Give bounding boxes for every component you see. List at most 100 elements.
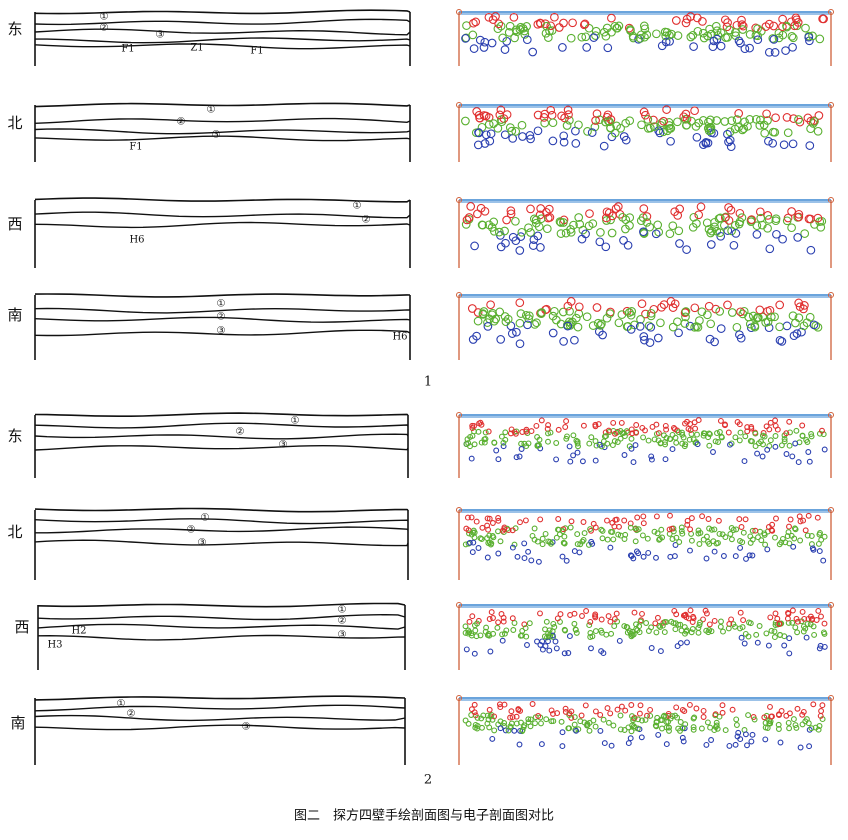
point [491, 713, 498, 720]
point [706, 319, 716, 329]
point [672, 434, 679, 441]
point [471, 701, 478, 708]
layer-label: ② [100, 23, 109, 34]
point [732, 623, 738, 630]
point [700, 616, 706, 623]
point [742, 630, 749, 637]
point [720, 628, 726, 635]
point [762, 736, 769, 743]
point [617, 532, 624, 539]
point [587, 618, 594, 625]
point [525, 548, 532, 555]
point [666, 526, 673, 533]
point [520, 30, 530, 39]
point [518, 440, 525, 447]
point [485, 630, 492, 637]
point [805, 512, 812, 519]
point [778, 14, 787, 24]
point [529, 701, 536, 707]
point [662, 422, 669, 429]
point [797, 518, 804, 525]
point [662, 456, 669, 463]
point [573, 727, 580, 734]
point [732, 434, 739, 441]
point [497, 718, 504, 725]
point [736, 38, 745, 48]
point [709, 36, 719, 46]
point [512, 327, 521, 337]
point [694, 441, 701, 448]
point [659, 717, 666, 724]
point [588, 645, 594, 652]
point [600, 716, 607, 723]
point [517, 227, 527, 237]
point [715, 228, 725, 238]
point [511, 216, 520, 226]
point [748, 311, 758, 321]
point [514, 553, 521, 560]
point [480, 712, 487, 719]
point [471, 128, 481, 138]
point [581, 32, 591, 42]
point [582, 702, 589, 709]
point [607, 13, 616, 23]
direction-label: 东 [7, 427, 22, 445]
point [486, 706, 493, 713]
point [557, 611, 564, 618]
point [652, 29, 661, 39]
point [626, 325, 636, 334]
point [498, 33, 508, 43]
point [808, 431, 815, 437]
pole-cap [456, 695, 462, 701]
point [608, 630, 615, 637]
point [804, 214, 814, 224]
point [760, 430, 767, 436]
point [808, 31, 817, 41]
point [747, 215, 756, 224]
point [635, 322, 645, 331]
point [738, 524, 745, 530]
point [503, 627, 510, 634]
point [701, 430, 708, 437]
layer-label: ② [217, 312, 226, 323]
point [727, 441, 733, 448]
point [655, 731, 662, 738]
point [621, 536, 628, 542]
layer-label: ① [217, 299, 226, 310]
point [547, 110, 557, 120]
point [484, 515, 491, 522]
point [529, 235, 539, 245]
point [790, 716, 797, 723]
point [652, 722, 659, 729]
layer-label: ② [362, 215, 371, 226]
point [656, 318, 665, 328]
point [737, 213, 747, 222]
point [599, 535, 606, 542]
point [613, 610, 620, 617]
point [550, 718, 557, 725]
point [764, 19, 774, 29]
point [552, 638, 559, 645]
point [539, 535, 546, 542]
point [684, 517, 691, 524]
point [602, 207, 612, 217]
point [772, 610, 779, 617]
point [540, 109, 550, 119]
point [604, 705, 611, 712]
point [636, 216, 646, 226]
point [775, 726, 782, 732]
point [517, 120, 527, 130]
point [536, 204, 546, 213]
point [502, 727, 509, 734]
point [465, 527, 472, 534]
point [470, 529, 476, 536]
point [521, 555, 528, 562]
point [689, 626, 696, 632]
layer-label: ① [291, 416, 300, 427]
point [715, 539, 721, 546]
point [779, 140, 789, 150]
point [479, 43, 489, 52]
point [571, 548, 578, 555]
point [541, 633, 548, 640]
point [758, 537, 765, 544]
